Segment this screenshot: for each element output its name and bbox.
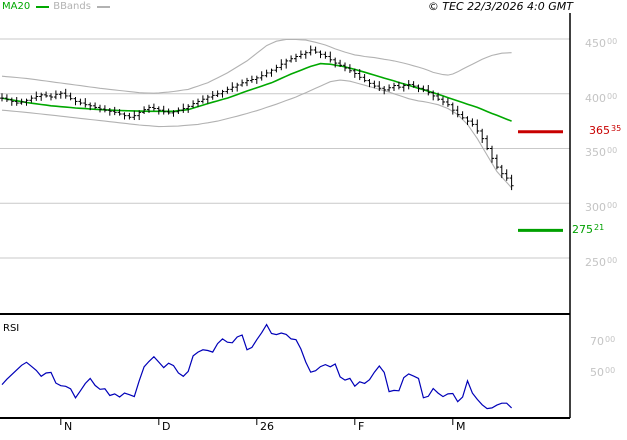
- price-axis-label-450: 45000: [585, 37, 618, 50]
- price-axis-label-250: 25000: [585, 256, 618, 269]
- time-axis-label-26: 26: [260, 420, 274, 433]
- time-axis-label-n: N: [64, 420, 73, 433]
- time-axis-label-m: M: [456, 420, 466, 433]
- ma20-line: [1, 62, 512, 122]
- price-axis-label-400: 40000: [585, 92, 618, 105]
- bbands-legend-dash-icon: [96, 5, 110, 8]
- ma20-legend-label: MA20: [2, 1, 31, 12]
- rsi-panel-title: RSI: [3, 323, 20, 334]
- copyright-text: © TEC 22/3/2026 4:0 GMT: [427, 0, 573, 13]
- rsi-axis-label-70: 7000: [590, 335, 616, 348]
- ma20-legend-dash-icon: [36, 5, 50, 8]
- legend: MA20 BBands: [2, 1, 110, 12]
- price-axis-label-350: 35000: [585, 146, 618, 159]
- time-axis-label-d: D: [162, 420, 171, 433]
- rsi-line: [1, 323, 513, 410]
- bb-upper-line: [1, 38, 512, 94]
- resistance-level-label: 36535: [589, 124, 622, 137]
- bbands-legend-label: BBands: [53, 1, 91, 12]
- time-axis-label-f: F: [358, 420, 365, 433]
- rsi-axis-label-50: 5000: [590, 366, 616, 379]
- bb-lower-line: [1, 79, 513, 189]
- price-axis-label-300: 30000: [585, 201, 618, 214]
- support-level-label: 27521: [572, 223, 605, 236]
